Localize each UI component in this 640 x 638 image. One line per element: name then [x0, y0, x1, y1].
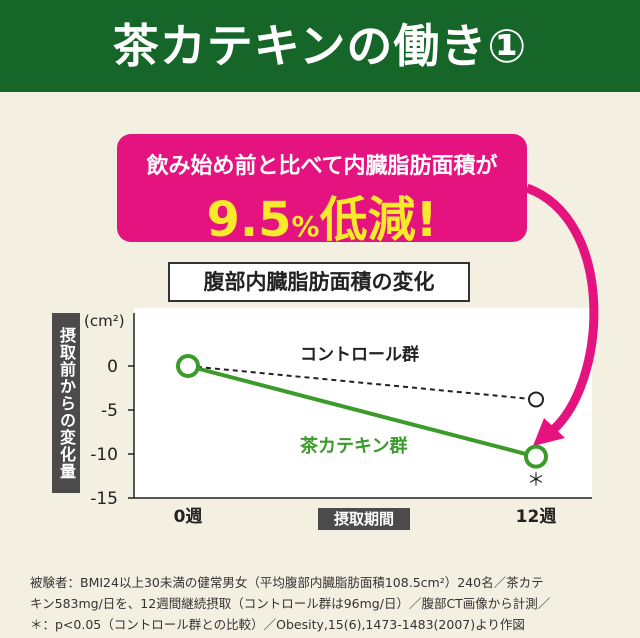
footnote-line: ＊：p<0.05（コントロール群との比較）／Obesity,15(6),1473…	[30, 617, 525, 632]
y-axis-label: 摂取前からの変化量	[52, 313, 80, 493]
callout-headline: 9.5%低減!	[117, 180, 527, 250]
result-callout: 飲み始め前と比べて内臓脂肪面積が 9.5%低減!	[117, 134, 527, 248]
series-label: コントロール群	[300, 344, 419, 365]
y-unit: (cm²)	[84, 312, 125, 330]
callout-text: 飲み始め前と比べて内臓脂肪面積が	[146, 154, 498, 179]
y-tick-label: -15	[90, 489, 118, 509]
plot-area	[134, 308, 592, 498]
callout-unit: %	[291, 210, 320, 243]
significance-mark: ＊	[527, 470, 545, 491]
header-bar: 茶カテキンの働き①	[0, 0, 640, 92]
series-line	[187, 365, 537, 401]
y-tick-label: 0	[107, 357, 118, 377]
series-line	[187, 364, 537, 459]
y-tick-label: -5	[101, 401, 118, 421]
footnote-line: 被験者：BMI24以上30未満の健常男女（平均腹部内臓脂肪面積108.5cm²）…	[30, 575, 544, 590]
series-label: 茶カテキン群	[300, 435, 407, 457]
callout-arrow	[525, 183, 599, 434]
callout-value: 9.5	[206, 192, 292, 248]
page-title: 茶カテキンの働き①	[112, 19, 528, 73]
callout-arrowhead	[533, 418, 565, 446]
callout-suffix: 低減!	[319, 192, 438, 248]
data-point	[524, 444, 548, 469]
data-point	[176, 354, 200, 378]
footnote: 被験者：BMI24以上30未満の健常男女（平均腹部内臓脂肪面積108.5cm²）…	[30, 572, 620, 635]
x-axis-label: 摂取期間	[318, 508, 410, 530]
y-tick-label: -10	[90, 445, 118, 465]
data-point	[528, 391, 544, 408]
footnote-line: キン583mg/日を、12週間継続摂取（コントロール群は96mg/日）／腹部CT…	[30, 596, 551, 611]
chart-title: 腹部内臓脂肪面積の変化	[168, 262, 470, 302]
x-tick-label: 12週	[516, 507, 557, 527]
x-tick-label: 0週	[174, 507, 203, 527]
